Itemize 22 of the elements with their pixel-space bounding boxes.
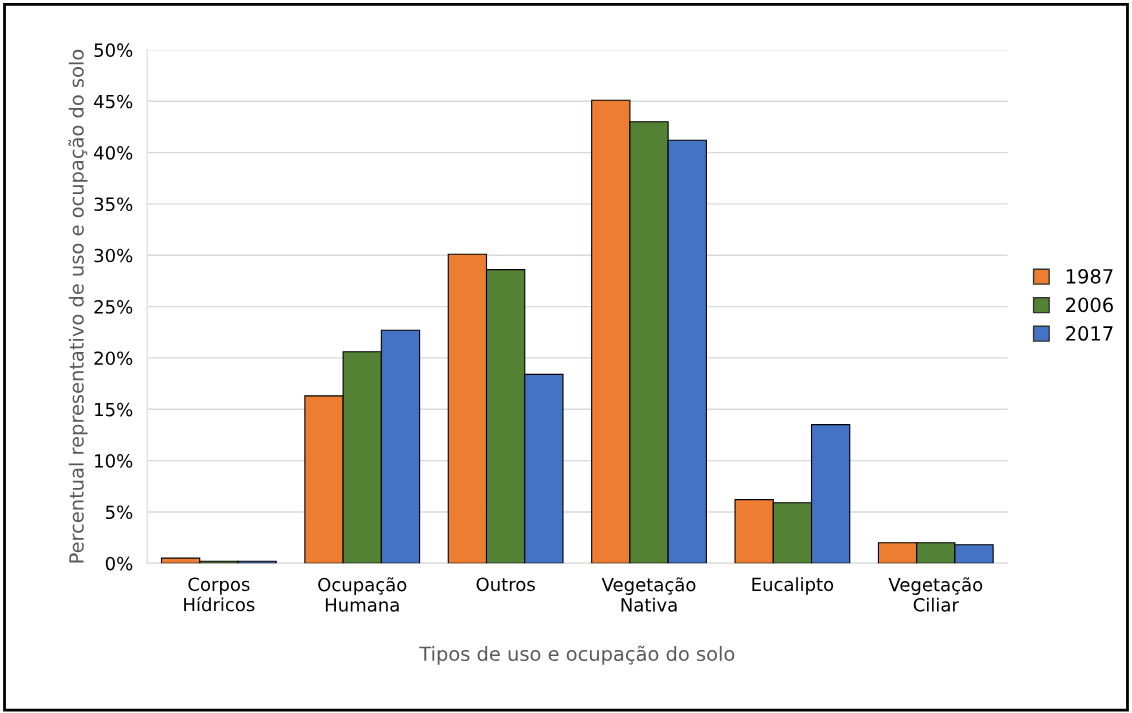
x-tick-label: Corpos Hídricos	[184, 577, 255, 612]
x-axis-title: Tipos de uso e ocupação do solo	[419, 645, 735, 665]
y-tick-label: 10%	[95, 454, 133, 468]
y-axis-title: Percentual representativo de uso e ocupação do solo	[68, 49, 88, 563]
x-tick-label: Eucalipto	[752, 577, 834, 595]
x-tick-label: Vegetação Nativa	[601, 577, 696, 612]
y-tick-label: 20%	[94, 351, 133, 366]
legend-label: 2017	[1066, 326, 1113, 341]
y-tick-label: 30%	[94, 248, 133, 263]
y-tick-label: 5%	[106, 505, 133, 520]
legend-label: 1987	[1066, 268, 1113, 284]
y-tick-label: 0%	[105, 556, 133, 571]
y-tick-label: 40%	[94, 146, 133, 160]
y-tick-label: 25%	[94, 300, 133, 314]
y-tick-label: 15%	[95, 402, 133, 417]
legend-label: 2006	[1066, 297, 1113, 313]
y-tick-label: 35%	[94, 197, 133, 212]
y-tick-label: 50%	[94, 43, 133, 58]
y-tick-label: 45%	[94, 94, 133, 109]
x-tick-label: Outros	[476, 577, 535, 592]
x-tick-label: Ocupação Humana	[318, 577, 407, 612]
x-tick-label: Vegetação Ciliar	[888, 577, 983, 612]
